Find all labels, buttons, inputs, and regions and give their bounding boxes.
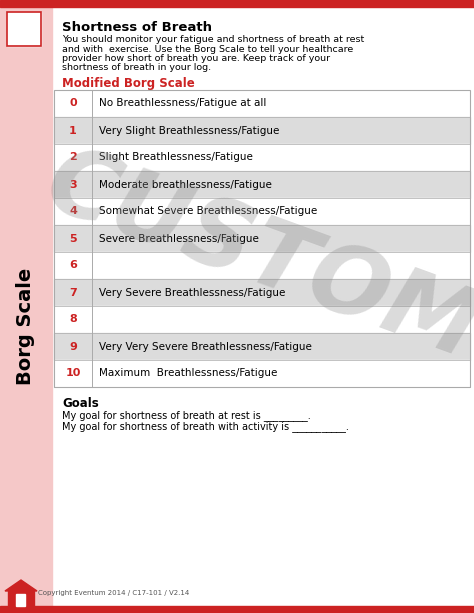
Bar	[54, 306, 470, 333]
Text: Goals: Goals	[62, 397, 99, 410]
Bar	[54, 252, 470, 279]
Bar	[54, 279, 470, 306]
Bar	[54, 333, 470, 360]
Bar	[0, 606, 474, 613]
Text: 6: 6	[69, 261, 77, 270]
Bar	[54, 225, 470, 252]
Text: CUSTOM: CUSTOM	[34, 138, 474, 379]
Text: Very Very Severe Breathlessness/Fatigue: Very Very Severe Breathlessness/Fatigue	[99, 341, 312, 351]
Bar	[54, 144, 470, 171]
Text: Somewhat Severe Breathlessness/Fatigue: Somewhat Severe Breathlessness/Fatigue	[99, 207, 317, 216]
Text: provider how short of breath you are. Keep track of your: provider how short of breath you are. Ke…	[62, 54, 330, 63]
Text: No Breathlessness/Fatigue at all: No Breathlessness/Fatigue at all	[99, 99, 266, 109]
Text: Borg Scale: Borg Scale	[17, 268, 36, 385]
Text: Severe Breathlessness/Fatigue: Severe Breathlessness/Fatigue	[99, 234, 259, 243]
Text: Slight Breathlessness/Fatigue: Slight Breathlessness/Fatigue	[99, 153, 253, 162]
Bar	[54, 90, 470, 387]
Text: You should monitor your fatigue and shortness of breath at rest: You should monitor your fatigue and shor…	[62, 35, 364, 44]
Bar	[54, 90, 470, 117]
Text: 3: 3	[69, 180, 77, 189]
Bar	[7, 12, 41, 46]
Bar	[0, 0, 474, 7]
Bar	[54, 117, 470, 144]
Text: Maximum  Breathlessness/Fatigue: Maximum Breathlessness/Fatigue	[99, 368, 277, 378]
Bar	[7, 12, 41, 46]
Bar	[54, 360, 470, 387]
Text: 7: 7	[69, 287, 77, 297]
Text: 9: 9	[69, 341, 77, 351]
Bar	[0, 7, 52, 606]
Text: and with  exercise. Use the Borg Scale to tell your healthcare: and with exercise. Use the Borg Scale to…	[62, 45, 353, 53]
Text: 2: 2	[69, 153, 77, 162]
Text: Moderate breathlessness/Fatigue: Moderate breathlessness/Fatigue	[99, 180, 272, 189]
Text: 1: 1	[69, 126, 77, 135]
Bar	[52, 7, 474, 606]
Text: Modified Borg Scale: Modified Borg Scale	[62, 77, 195, 90]
Bar	[8, 591, 34, 606]
Text: 5: 5	[69, 234, 77, 243]
Polygon shape	[5, 580, 37, 591]
Bar	[54, 198, 470, 225]
Bar	[54, 171, 470, 198]
Text: Very Slight Breathlessness/Fatigue: Very Slight Breathlessness/Fatigue	[99, 126, 279, 135]
Text: My goal for shortness of breath with activity is ___________.: My goal for shortness of breath with act…	[62, 421, 349, 432]
Text: 0: 0	[69, 99, 77, 109]
Text: shortness of breath in your log.: shortness of breath in your log.	[62, 64, 211, 72]
Text: 10: 10	[65, 368, 81, 378]
Text: 8: 8	[69, 314, 77, 324]
Text: Copyright Eventum 2014 / C17-101 / V2.14: Copyright Eventum 2014 / C17-101 / V2.14	[38, 590, 189, 596]
Bar	[16, 594, 25, 606]
Text: Very Severe Breathlessness/Fatigue: Very Severe Breathlessness/Fatigue	[99, 287, 285, 297]
Text: My goal for shortness of breath at rest is _________.: My goal for shortness of breath at rest …	[62, 410, 311, 421]
Text: 4: 4	[69, 207, 77, 216]
Text: Shortness of Breath: Shortness of Breath	[62, 21, 212, 34]
